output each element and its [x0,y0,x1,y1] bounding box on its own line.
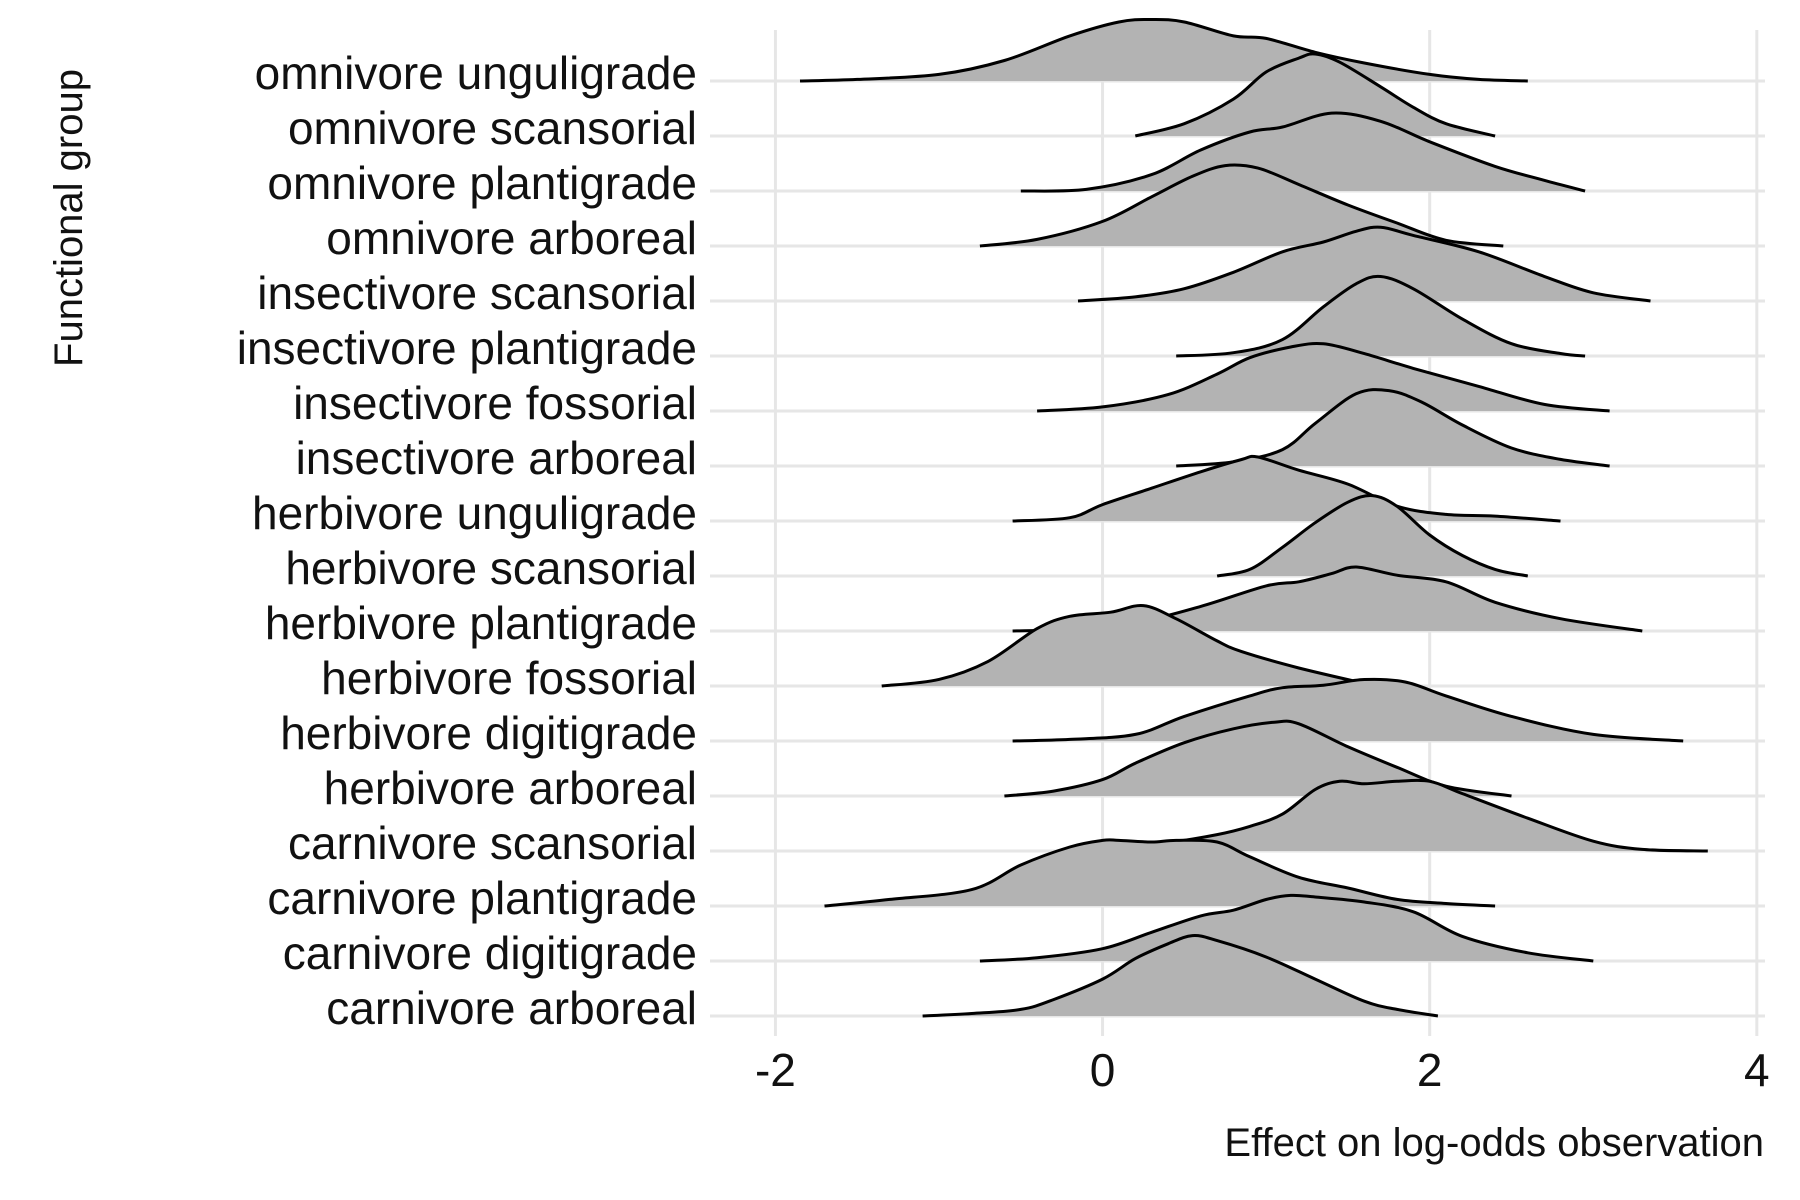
ridge-fill-5 [1012,679,1684,741]
category-label-11: insectivore fossorial [293,377,697,429]
ridge-13 [1077,225,1651,303]
ridge-fill-13 [1078,227,1651,301]
category-label-16: omnivore scansorial [288,102,697,154]
category-label-4: herbivore arboreal [324,762,697,814]
category-label-1: carnivore digitigrade [283,927,697,979]
category-label-6: herbivore fossorial [321,652,697,704]
ridge-fill-3 [1102,780,1708,851]
ridge-17 [799,17,1528,83]
ridge-fill-1 [979,895,1594,961]
ridge-3 [1102,778,1708,853]
category-label-15: omnivore plantigrade [267,157,697,209]
ridge-0 [922,934,1439,1018]
category-label-8: herbivore scansorial [285,542,697,594]
ridge-outline-3 [1102,778,1708,853]
ridge-fill-6 [881,605,1376,686]
ridge-4 [1004,719,1512,798]
ridges [799,17,1708,1018]
ridge-1 [979,893,1594,963]
x-tick-label-3: 4 [1744,1044,1770,1096]
ridge-outline-5 [1012,677,1684,743]
category-label-0: carnivore arboreal [326,982,697,1034]
ridge-outline-4 [1004,719,1512,798]
ridge-fill-14 [979,164,1504,246]
category-label-10: insectivore arboreal [296,432,697,484]
ridge-11 [1037,342,1610,413]
ridge-outline-17 [799,17,1528,83]
ridge-outline-15 [1020,111,1586,193]
x-tick-label-0: -2 [755,1044,796,1096]
ridge-outline-2 [824,838,1496,908]
x-axis-title: Effect on log-odds observation [1224,1121,1764,1165]
ridge-fill-2 [824,839,1496,906]
category-label-5: herbivore digitigrade [280,707,697,759]
ridge-9 [1012,454,1561,523]
ridge-outline-14 [979,163,1504,248]
ridge-outline-13 [1077,225,1651,303]
category-label-3: carnivore scansorial [288,817,697,869]
ridge-6 [881,603,1377,688]
ridge-outline-10 [1176,388,1610,468]
ridge-outline-12 [1176,274,1586,358]
ridge-fill-4 [1004,721,1512,796]
ridge-fill-15 [1020,112,1586,192]
category-label-2: carnivore plantigrade [267,872,697,924]
ridge-outline-0 [922,934,1439,1018]
ridge-fill-8 [1217,495,1528,576]
x-tick-label-1: 0 [1090,1044,1116,1096]
category-label-7: herbivore plantigrade [265,597,697,649]
ridge-outline-1 [979,893,1594,963]
ridge-fill-12 [1176,276,1586,356]
ridge-fill-11 [1037,343,1610,411]
ridge-16 [1134,52,1496,138]
category-label-12: insectivore plantigrade [237,322,697,374]
ridge-outline-6 [881,603,1377,688]
category-label-9: herbivore unguligrade [252,487,697,539]
ridge-14 [979,163,1504,248]
ridge-outline-9 [1012,454,1561,523]
ridge-8 [1216,494,1529,578]
ridge-outline-11 [1037,342,1610,413]
ridge-12 [1176,274,1586,358]
ridge-10 [1176,388,1610,468]
ridge-15 [1020,111,1586,193]
ridge-fill-0 [922,935,1438,1016]
ridge-outline-16 [1134,52,1496,138]
category-label-17: omnivore unguligrade [255,47,697,99]
category-label-14: omnivore arboreal [326,212,697,264]
ridge-fill-16 [1135,53,1496,136]
ridge-2 [824,838,1496,908]
ridge-fill-9 [1012,456,1561,521]
ridge-fill-10 [1176,389,1610,466]
ridge-5 [1012,677,1684,743]
x-tick-labels: -2 0 2 4 [755,1044,1770,1096]
y-axis-title: Functional group [47,69,91,367]
category-label-13: insectivore scansorial [257,267,697,319]
ridge-outline-8 [1216,494,1529,578]
x-tick-label-2: 2 [1417,1044,1443,1096]
